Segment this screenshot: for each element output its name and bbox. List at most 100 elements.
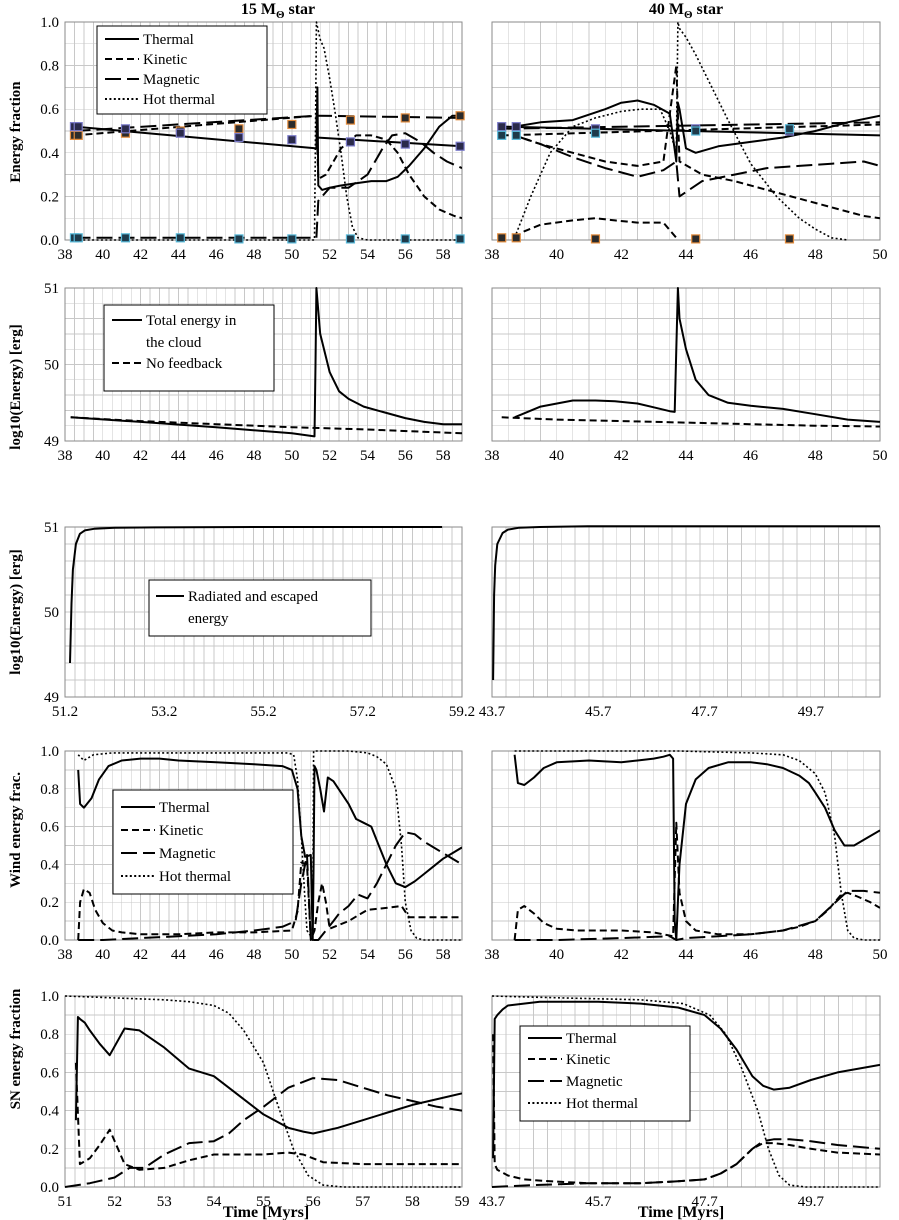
plot-frame xyxy=(64,21,463,241)
x-tick-label: 59.2 xyxy=(449,704,475,720)
ylabel-row4: Wind energy frac. xyxy=(8,772,24,888)
series-hot-thermal xyxy=(74,21,462,241)
data-marker xyxy=(784,234,795,244)
data-marker xyxy=(784,124,795,134)
series-thermal xyxy=(74,1016,462,1135)
series-no-feedback xyxy=(70,416,462,435)
data-marker xyxy=(400,139,410,149)
legend-label: Hot thermal xyxy=(143,92,215,108)
x-tick-label: 50 xyxy=(284,247,299,263)
y-tick-label: 0.0 xyxy=(40,233,59,249)
series-total-energy-in-the-cloud xyxy=(514,287,880,423)
x-tick-label: 50 xyxy=(873,947,888,963)
ylabel-row5: SN energy fraction xyxy=(8,988,24,1109)
legend-r2l: Total energy in the cloud No feedback xyxy=(103,304,275,392)
y-tick-label: 49 xyxy=(44,690,59,706)
data-marker xyxy=(73,233,83,243)
series-group xyxy=(77,750,462,941)
x-tick-label: 50 xyxy=(873,247,888,263)
x-tick-label: 46 xyxy=(209,247,225,263)
y-tick-label: 1.0 xyxy=(40,15,59,31)
legend-label: Hot thermal xyxy=(566,1096,638,1112)
y-tick-label: 1.0 xyxy=(40,744,59,760)
x-tick-label: 58 xyxy=(436,247,451,263)
series-thermal xyxy=(74,86,462,191)
y-tick-label: 0.2 xyxy=(40,895,59,911)
chart-r1r: 38 40 42 44 46 48 50 xyxy=(485,21,888,263)
x-tick-label: 46 xyxy=(743,247,759,263)
ylabel-row2: log10(Energy) [erg] xyxy=(8,324,24,449)
chart-r4r: 38 40 42 44 46 48 50 xyxy=(485,750,888,963)
x-tick-label: 50 xyxy=(284,448,299,464)
x-tick-label: 50 xyxy=(873,448,888,464)
x-tick-label: 52 xyxy=(322,247,337,263)
x-tick-label: 38 xyxy=(58,247,73,263)
series-group xyxy=(70,287,462,438)
data-marker xyxy=(590,128,601,138)
series-magnetic xyxy=(492,1138,880,1188)
data-marker xyxy=(691,234,701,244)
data-marker xyxy=(511,130,521,140)
x-tick-label: 59 xyxy=(455,1194,470,1210)
data-marker xyxy=(175,128,185,138)
legend-label: Hot thermal xyxy=(159,869,231,885)
x-tick-label: 47.7 xyxy=(691,704,718,720)
y-tick-label: 0.8 xyxy=(40,782,59,798)
data-marker xyxy=(511,122,521,132)
title-left: 15 MΘ star xyxy=(241,1,315,21)
legend-label: Thermal xyxy=(159,800,210,816)
x-tick-label: 40 xyxy=(549,947,564,963)
x-tick-label: 45.7 xyxy=(585,704,612,720)
y-tick-label: 0.8 xyxy=(40,1027,59,1043)
x-tick-label: 46 xyxy=(743,448,759,464)
legend-label: Kinetic xyxy=(143,52,187,68)
x-tick-label: 38 xyxy=(485,247,500,263)
series-group xyxy=(74,21,462,241)
x-tick-label: 38 xyxy=(485,448,500,464)
x-tick-label: 48 xyxy=(808,247,823,263)
x-tick-label: 44 xyxy=(679,947,695,963)
legend-label: Radiated and escaped xyxy=(188,589,318,605)
legend-label-cont: energy xyxy=(188,611,229,627)
series-group xyxy=(501,287,880,428)
x-tick-label: 44 xyxy=(171,947,187,963)
y-tick-label: 51 xyxy=(44,281,59,297)
chart-r3l: 51.2 53.2 55.2 57.2 59.2 49 50 51 xyxy=(44,520,475,720)
series-magnetic xyxy=(65,1077,462,1188)
x-tick-label: 53.2 xyxy=(151,704,177,720)
y-tick-label: 50 xyxy=(44,358,59,374)
series-kinetic xyxy=(74,1062,462,1171)
title-left-sub: Θ xyxy=(276,9,285,21)
data-marker xyxy=(345,234,356,244)
data-marker xyxy=(287,234,297,244)
x-tick-label: 54 xyxy=(360,947,376,963)
x-tick-label: 46 xyxy=(209,947,225,963)
series-total-energy-in-the-cloud xyxy=(70,287,462,438)
series-magnetic xyxy=(514,134,880,198)
x-tick-label: 52 xyxy=(107,1194,122,1210)
data-marker xyxy=(400,113,410,123)
x-tick-label: 49.7 xyxy=(798,704,825,720)
series-group xyxy=(69,526,443,664)
x-tick-label: 48 xyxy=(808,448,823,464)
plot-frame xyxy=(64,995,463,1188)
series-thermal xyxy=(492,1000,880,1159)
x-tick-label: 40 xyxy=(549,448,564,464)
plot-frame xyxy=(491,21,881,241)
x-tick-label: 56 xyxy=(398,448,414,464)
data-marker xyxy=(497,122,507,132)
x-tick-label: 42 xyxy=(614,947,629,963)
series-magnetic xyxy=(514,889,880,941)
legend-label: Magnetic xyxy=(159,846,216,862)
data-marker xyxy=(287,119,297,130)
legend-box xyxy=(519,1025,691,1122)
x-tick-label: 56 xyxy=(398,247,414,263)
series-group xyxy=(501,21,880,241)
data-marker xyxy=(175,233,185,243)
series-radiated-and-escaped-energy xyxy=(492,525,880,681)
x-tick-label: 55 xyxy=(256,1194,271,1210)
series-hot-thermal xyxy=(514,750,880,941)
y-tick-label: 0.0 xyxy=(40,933,59,949)
